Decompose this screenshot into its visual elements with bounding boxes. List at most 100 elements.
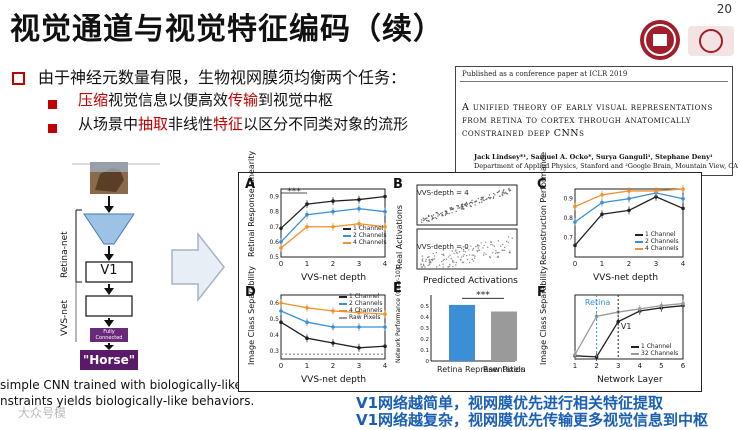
plotB-top-point-129 bbox=[428, 215, 430, 218]
plotB-bottom-point-105 bbox=[473, 257, 476, 259]
plotB-bottom-point-51 bbox=[453, 261, 455, 263]
plotB-bottom-point-138 bbox=[478, 245, 480, 247]
plotB-top-point-59 bbox=[497, 191, 500, 193]
plotB-top-point-89 bbox=[478, 201, 481, 204]
plotB-bottom-point-65 bbox=[422, 263, 425, 266]
seal-icon bbox=[644, 24, 676, 56]
bullet-square-icon bbox=[48, 124, 57, 133]
plotB-bottom-point-73 bbox=[503, 249, 506, 252]
legA-swatch-2 bbox=[343, 241, 351, 244]
bullet-sub2-keyword-extract: 抽取 bbox=[138, 115, 169, 133]
plotB-bottom-point-23 bbox=[462, 246, 464, 248]
plotF-xtick-0: 1 bbox=[573, 362, 577, 370]
plotB-bottom-point-96 bbox=[443, 258, 446, 261]
plotB-top-point-68 bbox=[464, 204, 466, 206]
plotE-ytick-0: 0 bbox=[426, 359, 430, 363]
plotB-top-point-118 bbox=[457, 205, 459, 208]
plotB-bottom-point-83 bbox=[477, 247, 479, 249]
panel-a-ylabel: Retinal Response Linearity bbox=[247, 150, 256, 257]
plotB-top-point-93 bbox=[489, 197, 491, 200]
plotB-top-point-76 bbox=[437, 213, 439, 215]
output-label: "Horse" bbox=[83, 353, 135, 367]
paper-rule bbox=[460, 81, 728, 82]
plotB-bottom-point-137 bbox=[457, 256, 459, 258]
plotB-bottom-point-54 bbox=[476, 250, 479, 253]
legA-swatch-1 bbox=[343, 234, 351, 237]
legA-label-2: 4 Channels bbox=[353, 239, 387, 246]
plotF-xtick-2: 3 bbox=[616, 362, 620, 370]
legF-entry-1: 32 Channels bbox=[631, 350, 678, 357]
legD-label-1: 2 Channels bbox=[349, 300, 383, 307]
legF-label-1: 32 Channels bbox=[641, 350, 679, 357]
legC-label-2: 4 Channels bbox=[645, 245, 679, 252]
caption-line-1: simple CNN trained with biologically-lik… bbox=[0, 378, 242, 392]
plotB-bottom-point-108 bbox=[482, 247, 484, 249]
panel-f-chart: 1 2 3 4 5 6 Retina V1 bbox=[557, 291, 687, 371]
plotB-top-point-134 bbox=[504, 191, 507, 193]
plotB-bottom-point-97 bbox=[428, 262, 431, 264]
plotB-bottom-point-41 bbox=[465, 254, 468, 257]
paper-excerpt: Published as a conference paper at ICLR … bbox=[455, 66, 738, 176]
plotB-top-point-115 bbox=[425, 219, 428, 222]
plotE-ytick-5: 0.5 bbox=[420, 304, 429, 310]
plotB-bottom-point-101 bbox=[501, 249, 503, 252]
panel-c-ylabel: Reconstruction Performance bbox=[539, 151, 548, 265]
plotB-top-point-88 bbox=[470, 205, 472, 208]
plotB-bottom-point-98 bbox=[423, 264, 425, 267]
plotB-bottom-point-13 bbox=[452, 265, 454, 268]
plotD-ytick-2: 0.5 bbox=[269, 316, 279, 323]
bullet-main: 由于神经元数量有限，生物视网膜须均衡两个任务： bbox=[38, 68, 407, 87]
plotB-top-point-135 bbox=[492, 196, 495, 198]
plotB-top-point-97 bbox=[463, 208, 465, 210]
plotF-xtick-4: 5 bbox=[659, 362, 663, 370]
plotB-bottom-point-59 bbox=[438, 264, 441, 266]
plotB-top-point-72 bbox=[486, 198, 488, 200]
panel-letter-f: F bbox=[537, 285, 546, 300]
plotB-bottom-point-76 bbox=[435, 266, 438, 268]
bullet-sub2-marker bbox=[48, 118, 57, 137]
plotB-top-point-121 bbox=[498, 190, 500, 192]
bullet-sub2-text-b: 非线性 bbox=[168, 115, 214, 133]
plotB-bottom-point-124 bbox=[463, 253, 465, 256]
bullet-sub2-text-a: 从场景中 bbox=[78, 115, 139, 133]
legF-swatch-0 bbox=[631, 345, 639, 348]
plotB-bottom-point-1 bbox=[431, 259, 434, 262]
plotB-top-point-106 bbox=[448, 212, 450, 215]
panel-letter-e: E bbox=[393, 281, 402, 296]
legC-label-1: 2 Channels bbox=[645, 238, 679, 245]
plotA-ytick-4: 0.9 bbox=[269, 194, 279, 201]
plotB-bottom-point-135 bbox=[427, 264, 429, 266]
plotB-bottom-point-57 bbox=[458, 250, 461, 253]
plotB-top-point-52 bbox=[422, 217, 424, 219]
plotB-top-point-64 bbox=[493, 192, 495, 195]
conclusion-line-2: V1网络越复杂，视网膜优先传输更多视觉信息到中枢 bbox=[356, 411, 709, 429]
paper-title: A unified theory of early visual represe… bbox=[462, 102, 713, 139]
plotB-top-point-100 bbox=[438, 214, 441, 216]
plotB-top-point-74 bbox=[427, 220, 429, 222]
plotB-top-point-133 bbox=[449, 207, 452, 210]
plotB-bottom-point-121 bbox=[483, 252, 485, 254]
legD-label-2: 4 Channels bbox=[349, 307, 383, 314]
plotA-xtick-3: 3 bbox=[357, 260, 361, 268]
plotA-sig-label: *** bbox=[287, 187, 301, 197]
plotB-top-point-80 bbox=[468, 202, 471, 205]
plotF-xtick-5: 6 bbox=[681, 362, 686, 370]
plotB-bottom-point-69 bbox=[490, 241, 493, 243]
plotB-bottom-point-119 bbox=[494, 252, 497, 255]
bullet-main-row bbox=[12, 70, 25, 89]
plotB-top-point-45 bbox=[420, 219, 423, 221]
plotB-top-point-114 bbox=[450, 206, 453, 209]
legD-swatch-0 bbox=[339, 295, 347, 298]
plotB-top-point-96 bbox=[425, 217, 427, 220]
plotB-top-point-47 bbox=[428, 220, 430, 222]
plotB-bottom-point-19 bbox=[472, 247, 475, 250]
plotF-xtick-1: 2 bbox=[594, 362, 598, 370]
panel-c-chart: 0 1 2 3 4 0.7 0.8 0.9 bbox=[557, 185, 687, 269]
legC-label-0: 1 Channel bbox=[645, 231, 676, 238]
plotB-top-point-139 bbox=[450, 208, 453, 211]
plotC-ytick-0: 0.7 bbox=[563, 235, 573, 242]
plotE-sig-label: *** bbox=[476, 290, 490, 300]
legF-swatch-1 bbox=[631, 352, 639, 355]
plotB-bottom-point-126 bbox=[453, 252, 455, 255]
plotC-xtick-2: 2 bbox=[627, 260, 631, 268]
